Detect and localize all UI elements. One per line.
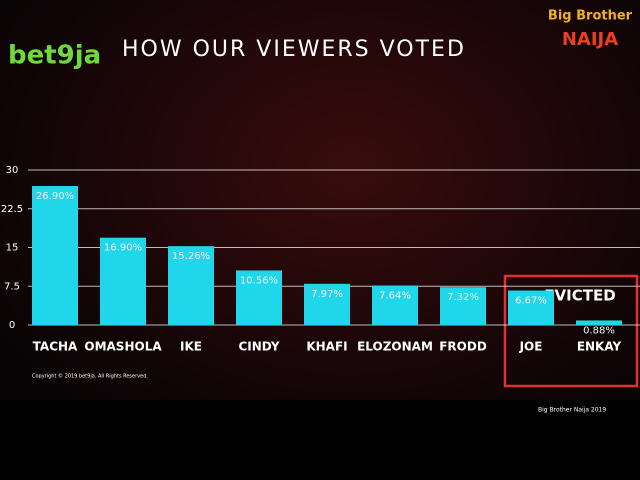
x-tick-label: JOE (519, 340, 543, 354)
value-label: 7.64% (379, 291, 411, 302)
bar (576, 320, 622, 325)
bar (440, 287, 486, 325)
footer: Copyright © 2019 bet9ja. All Rights Rese… (32, 373, 148, 380)
annotation: EVICTED (544, 287, 615, 305)
x-tick-label: CINDY (238, 340, 279, 354)
bar (304, 283, 350, 325)
y-tick-label: 15 (6, 243, 19, 254)
evicted-box (503, 274, 639, 388)
y-tick-label: 7.5 (4, 281, 20, 292)
x-tick-label: KHAFI (306, 340, 347, 354)
footer: Big Brother Naija 2019 (538, 407, 606, 414)
value-label: 6.67% (515, 296, 547, 307)
value-label: 26.90% (36, 191, 74, 202)
bar (372, 285, 418, 325)
x-tick-label: OMASHOLA (84, 340, 162, 354)
x-tick-label: FRODD (439, 340, 487, 354)
show-logo: Big Brother (548, 9, 633, 24)
value-label: 0.88% (583, 325, 615, 336)
value-label: 16.90% (104, 243, 142, 254)
x-tick-label: TACHA (33, 340, 78, 354)
bar (100, 237, 146, 325)
x-tick-label: ENKAY (577, 340, 622, 354)
x-tick-label: IKE (180, 340, 202, 354)
value-label: 7.97% (311, 289, 343, 300)
value-label: 15.26% (172, 251, 210, 262)
x-tick-label: ELOZONAM (357, 340, 433, 354)
y-tick-label: 22.5 (1, 204, 23, 215)
brand-logo: bet9ja (8, 41, 101, 71)
value-label: 10.56% (240, 275, 278, 286)
bar (236, 270, 282, 325)
screen-bezel (0, 400, 640, 480)
bar (508, 290, 554, 325)
chart-title: HOW OUR VIEWERS VOTED (122, 37, 466, 62)
y-tick-label: 30 (6, 165, 19, 176)
y-tick-label: 0 (9, 320, 15, 331)
value-label: 7.32% (447, 292, 479, 303)
bar (168, 246, 214, 325)
show-logo: NAIJA (562, 29, 618, 50)
bar (32, 186, 78, 325)
